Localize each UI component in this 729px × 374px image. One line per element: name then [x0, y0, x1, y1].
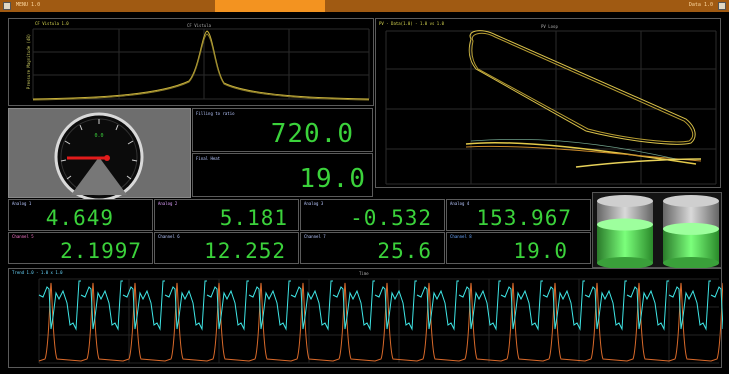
close-button[interactable] — [718, 2, 726, 10]
top-tab-bar: MENU 1.0 Data 1.0 — [0, 0, 729, 12]
readout-channel-6: Channel 6 12.252 — [154, 232, 299, 264]
readout-value: 19.0 — [513, 239, 568, 263]
spectrum-plot — [32, 28, 370, 101]
spectrum-chart-panel: CF Vistula 1.0 CF Vistula Pressure Magni… — [8, 18, 374, 106]
readout-label: Analog 3 — [304, 201, 324, 206]
readout-channel-5: Channel 5 2.1997 — [8, 232, 153, 264]
readout-channel-8: Channel 8 19.0 — [446, 232, 591, 264]
readout-analog-3: Analog 3 -0.532 — [300, 199, 445, 231]
tank-gauges — [597, 195, 719, 269]
gauge-value: 0.0 — [94, 133, 103, 139]
readout-value: 5.181 — [219, 206, 288, 230]
waveform-header: Trend 1.0 - 1.0 x 1.0 — [12, 270, 63, 275]
waveform-subtitle: Time — [359, 271, 369, 276]
readout-analog-2: Analog 2 5.181 — [154, 199, 299, 231]
readout-value: 4.649 — [45, 206, 114, 230]
tank-2 — [663, 195, 719, 269]
readout-value: 153.967 — [476, 206, 572, 230]
large-readout-1-label: Filling to ratio — [196, 111, 235, 116]
waveform-panel: Trend 1.0 - 1.0 x 1.0 Time — [8, 268, 723, 368]
readout-value: 2.1997 — [60, 239, 142, 263]
large-readout-2: Final Heat 19.0 — [192, 153, 373, 197]
readout-label: Channel 6 — [158, 234, 180, 239]
active-tab[interactable] — [215, 0, 325, 12]
large-readout-2-value: 19.0 — [299, 164, 366, 194]
speed-gauge: 0.0 — [54, 112, 144, 199]
readout-value: -0.532 — [350, 206, 432, 230]
large-readout-1-value: 720.0 — [270, 119, 354, 149]
large-readout-1: Filling to ratio 720.0 — [192, 108, 373, 152]
pv-loop-plot — [385, 30, 717, 185]
spectrum-title: CF Vistula — [187, 23, 212, 28]
readout-analog-1: Analog 1 4.649 — [8, 199, 153, 231]
readout-analog-4: Analog 4 153.967 — [446, 199, 591, 231]
readout-label: Analog 2 — [158, 201, 178, 206]
readout-label: Analog 4 — [450, 201, 470, 206]
large-readout-2-label: Final Heat — [196, 156, 221, 161]
readout-value: 25.6 — [377, 239, 432, 263]
tank-panel — [592, 192, 722, 269]
readout-label: Channel 7 — [304, 234, 326, 239]
pv-loop-title: PV Loop — [541, 24, 558, 29]
waveform-plot — [38, 278, 723, 364]
spectrum-header: CF Vistula 1.0 — [35, 21, 69, 26]
pv-loop-header: PV - Data(1.0) - 1.0 vs 1.0 — [379, 21, 445, 26]
readout-value: 12.252 — [204, 239, 286, 263]
menu-button[interactable] — [3, 2, 11, 10]
readout-label: Channel 8 — [450, 234, 472, 239]
readout-channel-7: Channel 7 25.6 — [300, 232, 445, 264]
pv-loop-panel: PV - Data(1.0) - 1.0 vs 1.0 PV Loop — [375, 18, 721, 188]
readout-label: Channel 5 — [12, 234, 34, 239]
menu-label: MENU 1.0 — [16, 2, 41, 8]
readout-label: Analog 1 — [12, 201, 32, 206]
tank-1 — [597, 195, 653, 269]
speed-gauge-panel: 0.0 — [8, 108, 191, 199]
data-label: Data 1.0 — [688, 2, 713, 8]
